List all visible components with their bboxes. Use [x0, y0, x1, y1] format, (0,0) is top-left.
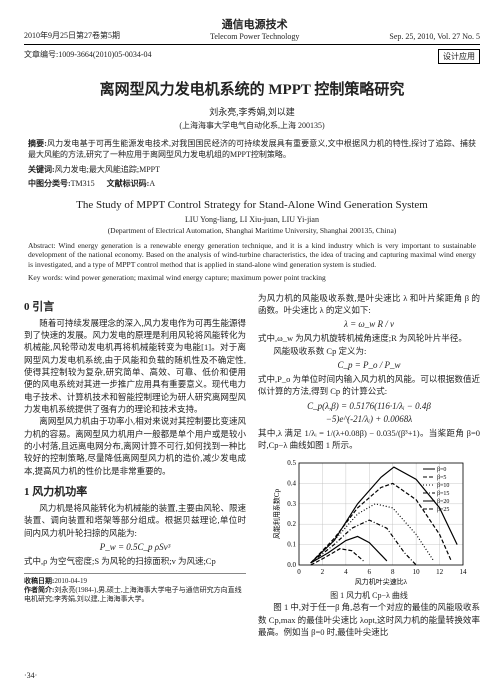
header-center: 通信电源技术 Telecom Power Technology	[120, 16, 389, 41]
clc-row: 中图分类号:TM315 文献标识码:A	[24, 178, 480, 189]
para-r-3: 风能吸收系数 Cp 定义为:	[258, 345, 480, 357]
meta-row: 文章编号:1009-3664(2010)05-0034-04 设计应用	[24, 49, 480, 64]
svg-text:0: 0	[297, 568, 301, 576]
body-columns: 0 引言 随着可持续发展理念的深入,风力发电作为可再生能源得到了快速的发展。风力…	[24, 292, 480, 638]
svg-text:β=10: β=10	[437, 483, 449, 489]
para-0-2: 离网型风力机由于功率小,相对来说对其控制要比变速风力机的容易。离网型风力机用户一…	[24, 415, 246, 477]
para-r-6: 图 1 中,对于任一β 角,总有一个对应的最佳的风能吸收系数 Cp,max 的最…	[258, 601, 480, 638]
svg-text:β=5: β=5	[437, 475, 446, 481]
svg-text:风力机叶尖速比λ: 风力机叶尖速比λ	[355, 577, 408, 586]
svg-text:0.1: 0.1	[287, 541, 296, 549]
para-1-1: 风力机是将风能转化为机械能的装置,主要由风轮、限速装置、调向装置和塔架等部分组成…	[24, 502, 246, 539]
svg-text:10: 10	[413, 568, 421, 576]
equation-1: P_w = 0.5C_p ρSv³	[24, 542, 246, 552]
para-r-5: 其中,λ 满足 1/λᵢ = 1/(λ+0.08β) − 0.035/(β³+1…	[258, 427, 480, 452]
figure-1-caption: 图 1 风力机 Cp−λ 曲线	[258, 590, 480, 601]
svg-text:8: 8	[391, 568, 395, 576]
journal-title-en: Telecom Power Technology	[120, 32, 389, 41]
abstract-cn: 摘要:风力发电基于可再生能源发电技术,对我国国民经济的可持续发展具有重要意义,文…	[24, 139, 480, 161]
svg-text:12: 12	[436, 568, 444, 576]
header-row: 2010年9月25日第27卷第5期 通信电源技术 Telecom Power T…	[24, 16, 480, 45]
title-en: The Study of MPPT Control Strategy for S…	[24, 199, 480, 211]
equation-5: −5)e^(-21/λᵢ) + 0.0068λ	[258, 414, 480, 424]
svg-text:0.5: 0.5	[287, 459, 296, 467]
svg-text:β=25: β=25	[437, 507, 449, 513]
svg-text:0.3: 0.3	[287, 500, 296, 508]
svg-text:2: 2	[321, 568, 325, 576]
keywords-en: Key words: wind power generation; maxima…	[24, 273, 480, 282]
affiliation-cn: (上海海事大学电气自动化系,上海 200135)	[24, 120, 480, 131]
para-r-2: 式中,ω_w 为风力机旋转机械角速度;R 为风轮叶片半径。	[258, 332, 480, 344]
svg-text:0.2: 0.2	[287, 521, 296, 529]
para-r-1: 为风力机的风能吸收系数,是叶尖速比 λ 和叶片桨距角 β 的函数。叶尖速比 λ …	[258, 292, 480, 317]
article-number: 文章编号:1009-3664(2010)05-0034-04	[24, 49, 152, 64]
svg-text:风能利用系数Cp: 风能利用系数Cp	[272, 489, 281, 540]
cp-lambda-chart: 0 2 4 6 8 10 12 14 0.0 0.1 0.2 0.3 0.4 0.5 β=0 β=5 β=10 β…	[269, 457, 469, 587]
section-0-heading: 0 引言	[24, 298, 246, 314]
authors-en: LIU Yong-liang, LI Xiu-juan, LIU Yi-jian	[24, 215, 480, 224]
svg-text:0.4: 0.4	[287, 480, 296, 488]
svg-text:4: 4	[344, 568, 348, 576]
keywords-cn: 关键词:风力发电;最大风能追踪;MPPT	[24, 164, 480, 175]
affiliation-en: (Department of Electrical Automation, Sh…	[24, 226, 480, 235]
header-left-date: 2010年9月25日第27卷第5期	[24, 30, 120, 41]
abstract-en: Abstract: Wind energy generation is a re…	[24, 241, 480, 270]
footer-block: 收稿日期:2010-04-19 作者简介:刘永亮(1984-),男,硕士,上海海…	[24, 573, 246, 604]
header-right-date: Sep. 25, 2010, Vol. 27 No. 5	[389, 32, 480, 41]
section-tag: 设计应用	[438, 49, 480, 64]
equation-2: λ = ω_w R / v	[258, 319, 480, 329]
equation-4: C_p(λ,β) = 0.5176(116·1/λᵢ − 0.4β	[258, 401, 480, 411]
figure-1: 0 2 4 6 8 10 12 14 0.0 0.1 0.2 0.3 0.4 0.5 β=0 β=5 β=10 β…	[258, 457, 480, 601]
equation-3: C_p = P_o / P_w	[258, 360, 480, 370]
authors-cn: 刘永亮,李秀娟,刘以建	[24, 105, 480, 118]
column-left: 0 引言 随着可持续发展理念的深入,风力发电作为可再生能源得到了快速的发展。风力…	[24, 292, 246, 638]
svg-text:0.0: 0.0	[287, 561, 296, 569]
page-number: ·34·	[24, 671, 37, 680]
svg-text:β=0: β=0	[437, 467, 446, 473]
svg-text:14: 14	[460, 568, 468, 576]
column-right: 为风力机的风能吸收系数,是叶尖速比 λ 和叶片桨距角 β 的函数。叶尖速比 λ …	[258, 292, 480, 638]
para-1-2: 式中,ρ 为空气密度;S 为风轮的扫掠面积;v 为风速;Cp	[24, 555, 246, 567]
svg-text:6: 6	[368, 568, 372, 576]
para-0-1: 随着可持续发展理念的深入,风力发电作为可再生能源得到了快速的发展。风力发电的原理…	[24, 317, 246, 416]
svg-text:β=15: β=15	[437, 491, 449, 497]
section-1-heading: 1 风力机功率	[24, 483, 246, 499]
journal-title-cn: 通信电源技术	[120, 16, 389, 32]
svg-text:β=20: β=20	[437, 499, 449, 505]
title-cn: 离网型风力发电机系统的 MPPT 控制策略研究	[24, 78, 480, 99]
para-r-4: 式中,P_o 为单位时间内输入风力机的风能。可以根据数值近似计算的方法,得到 C…	[258, 373, 480, 398]
